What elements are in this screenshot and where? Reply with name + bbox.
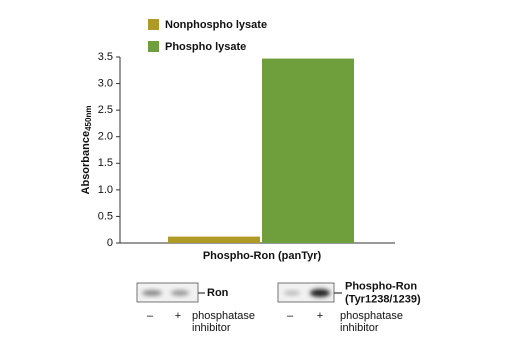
- lane-caption: inhibitor: [340, 322, 379, 334]
- lane-caption: inhibitor: [192, 322, 231, 334]
- y-axis-label-sub: 450nm: [84, 106, 93, 131]
- y-tick-label: 3.0: [98, 77, 113, 89]
- y-tick-label: 1.5: [98, 157, 113, 169]
- blot-label: Phospho-Ron: [345, 280, 417, 292]
- y-axis-label-main: Absorbance: [80, 131, 92, 195]
- legend-swatch: [148, 41, 159, 52]
- bar: [168, 236, 260, 243]
- blot-band: [171, 290, 189, 296]
- blot-band: [142, 290, 162, 296]
- blot-label: Ron: [207, 287, 229, 299]
- x-tick-label: Phospho-Ron (panTyr): [203, 250, 322, 262]
- lane-minus: –: [287, 310, 294, 322]
- lane-plus: +: [317, 310, 323, 322]
- y-tick-label: 2.0: [98, 131, 113, 143]
- lane-plus: +: [175, 310, 181, 322]
- y-tick-label: 0.5: [98, 210, 113, 222]
- blot-band: [284, 290, 300, 296]
- y-tick-label: 1.0: [98, 184, 113, 196]
- legend-label: Nonphospho lysate: [165, 19, 267, 31]
- y-tick-label: 0: [107, 237, 113, 249]
- y-tick-label: 3.5: [98, 51, 113, 63]
- lane-caption: phosphatase: [192, 310, 255, 322]
- bar: [262, 58, 354, 243]
- legend-swatch: [148, 19, 159, 30]
- lane-minus: –: [147, 310, 154, 322]
- legend-label: Phospho lysate: [165, 41, 246, 53]
- y-tick-label: 2.5: [98, 104, 113, 116]
- blot-band: [310, 289, 330, 297]
- blot-label: (Tyr1238/1239): [345, 293, 421, 305]
- y-axis-label: Absorbance450nm: [80, 106, 93, 195]
- lane-caption: phosphatase: [340, 310, 403, 322]
